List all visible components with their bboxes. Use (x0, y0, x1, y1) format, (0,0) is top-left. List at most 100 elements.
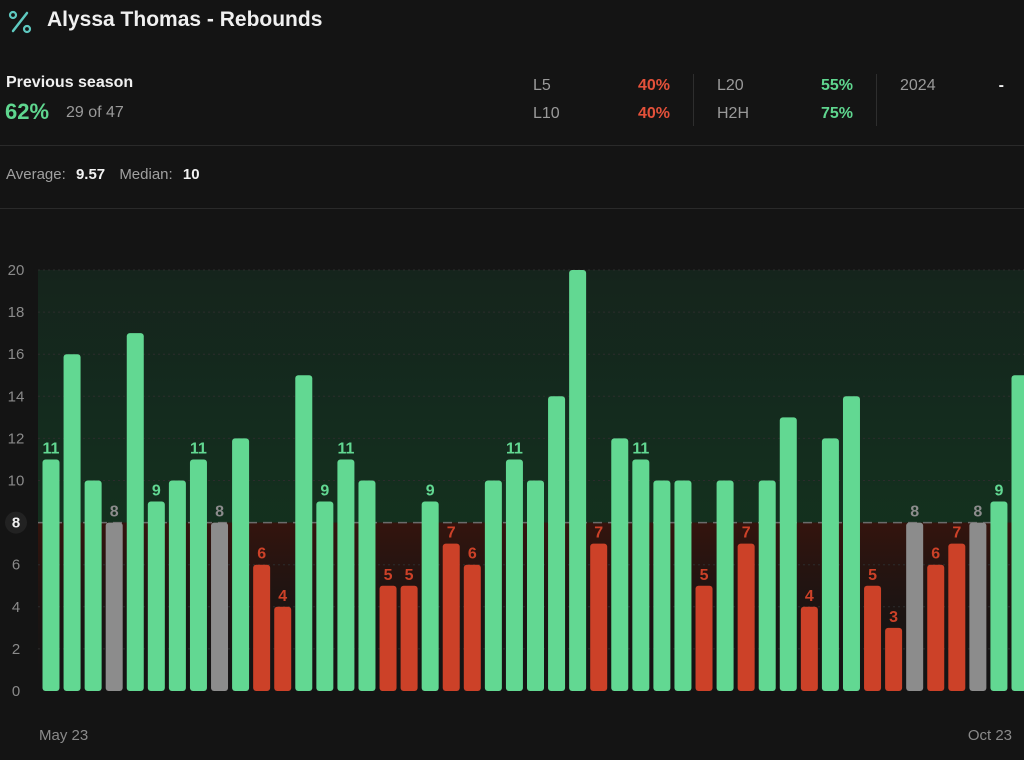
data-label: 7 (952, 525, 961, 542)
section-divider (0, 145, 1024, 146)
bar (842, 396, 860, 691)
bar (990, 501, 1008, 691)
bar (105, 522, 123, 691)
summary-count: 29 of 47 (66, 104, 124, 121)
bar (505, 459, 523, 691)
stat-l10-label: L10 (533, 105, 560, 122)
stats-divider (876, 74, 877, 126)
data-label: 9 (426, 483, 435, 500)
y-tick-label: 16 (8, 346, 25, 363)
stat-2024-value: - (998, 77, 1004, 94)
bar (84, 480, 102, 691)
bar (274, 606, 292, 691)
bar (716, 480, 734, 691)
bar (527, 480, 544, 691)
data-label: 6 (257, 546, 266, 563)
data-label: 8 (215, 504, 224, 521)
bar (800, 606, 818, 691)
percent-icon (8, 10, 32, 34)
data-label: 6 (931, 546, 940, 563)
median-label: Median: (119, 166, 173, 183)
y-tick-label: 0 (12, 683, 20, 700)
date-end: Oct 23 (967, 727, 1012, 744)
bar (126, 333, 144, 691)
bar (295, 375, 313, 691)
data-label: 8 (110, 504, 119, 521)
bar (189, 459, 207, 691)
stat-2024-label: 2024 (900, 77, 936, 94)
bar (548, 396, 566, 691)
bar (779, 417, 797, 691)
data-label: 8 (910, 504, 919, 521)
bar (632, 459, 650, 691)
data-label: 7 (594, 525, 603, 542)
data-label: 11 (43, 440, 60, 457)
stats-divider (693, 74, 694, 126)
bar (674, 480, 692, 691)
bar (358, 480, 376, 691)
data-label: 9 (320, 483, 329, 500)
bar (885, 627, 903, 691)
y-tick-label: 2 (12, 641, 20, 658)
bar (337, 459, 355, 691)
y-tick-label: 12 (8, 430, 25, 447)
average-value: 9.57 (75, 166, 106, 183)
stat-l5-label: L5 (533, 77, 551, 94)
stat-h2h-value: 75% (820, 105, 853, 122)
data-label: 11 (190, 440, 207, 457)
bar (400, 585, 418, 691)
bar (42, 459, 60, 691)
bar (821, 438, 839, 691)
data-label: 7 (742, 525, 751, 542)
data-label: 7 (447, 525, 456, 542)
bar (611, 438, 629, 691)
data-label: 9 (152, 483, 161, 500)
section-divider (0, 208, 1024, 209)
summary-label: Previous season (6, 74, 134, 91)
date-start: May 23 (39, 727, 89, 744)
median-value: 10 (182, 166, 200, 183)
summary-hit-rate: 62% (5, 99, 50, 124)
data-label: 9 (994, 483, 1003, 500)
data-label: 5 (384, 567, 393, 584)
page-title: Alyssa Thomas - Rebounds (47, 8, 323, 31)
average-label: Average: (6, 166, 66, 183)
bar (948, 543, 966, 691)
bar (211, 522, 229, 691)
data-label: 3 (889, 609, 898, 626)
stat-l10-value: 40% (637, 105, 670, 122)
bar (695, 585, 713, 691)
data-label: 11 (506, 440, 523, 457)
bar (484, 480, 502, 691)
y-tick-label: 8 (12, 515, 20, 532)
bar (906, 522, 924, 691)
data-label: 4 (805, 588, 814, 605)
bar (737, 543, 755, 691)
y-tick-label: 20 (8, 262, 25, 279)
stat-l20-label: L20 (717, 77, 744, 94)
bar (864, 585, 882, 691)
bar (653, 480, 671, 691)
bar (1011, 375, 1024, 691)
data-label: 5 (405, 567, 414, 584)
line-marker (5, 511, 27, 534)
averages-row: Average: 9.57 Median: 10 (6, 166, 200, 183)
bar (147, 501, 165, 691)
stat-l5-value: 40% (637, 77, 670, 94)
stat-l20-value: 55% (820, 77, 853, 94)
y-tick-label: 10 (8, 473, 25, 490)
bar (168, 480, 186, 691)
data-label: 6 (468, 546, 477, 563)
bar (463, 564, 481, 691)
stat-h2h-label: H2H (717, 105, 750, 122)
bar (232, 438, 250, 691)
bar (758, 480, 776, 691)
bar (442, 543, 460, 691)
bar (379, 585, 397, 691)
data-label: 11 (632, 440, 649, 457)
data-label: 4 (278, 588, 287, 605)
data-label: 5 (868, 567, 877, 584)
header: Alyssa Thomas - Rebounds (0, 0, 1024, 48)
bar (421, 501, 439, 691)
data-label: 5 (700, 567, 709, 584)
